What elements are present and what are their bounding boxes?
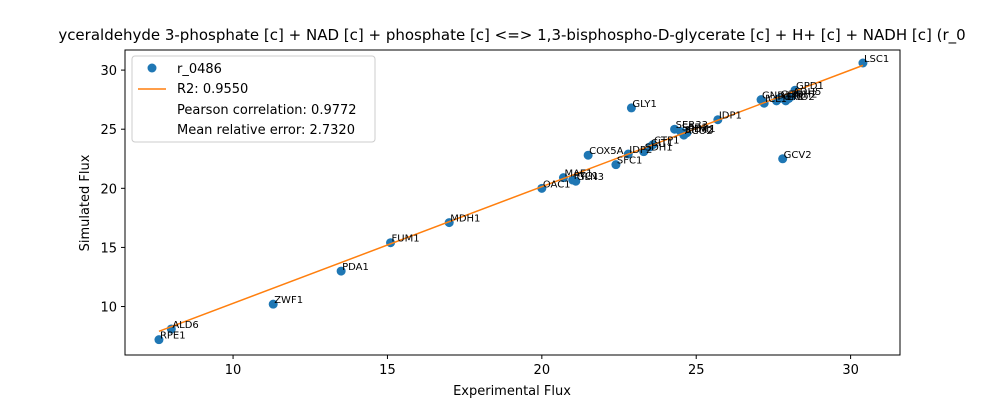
legend-pearson-text: Pearson correlation: 0.9772 [177, 103, 357, 118]
point-label: OAC1 [543, 179, 571, 190]
point-label: PGK1 [777, 92, 804, 103]
point-label: PDA1 [342, 262, 369, 273]
point-label: SHM2 [685, 125, 714, 136]
point-label: ADH5 [793, 87, 821, 98]
point-label: GLN1 [781, 89, 808, 100]
point-label: IDP2 [629, 145, 652, 156]
point-label: CTP1 [654, 136, 679, 147]
point-label: TDH2 [789, 89, 818, 100]
y-tick-label: 25 [100, 123, 117, 138]
x-tick-label: 20 [534, 363, 551, 378]
y-tick-label: 20 [100, 182, 117, 197]
point-label: PYC1 [574, 171, 599, 182]
point-label: GLY1 [632, 99, 656, 110]
point-label: ACO2 [685, 126, 713, 137]
data-point [154, 335, 164, 345]
point-label: SER33 [676, 120, 708, 131]
legend: r_0486 R2: 0.9550 Pearson correlation: 0… [131, 55, 376, 143]
x-tick-label: 30 [842, 363, 859, 378]
legend-points-marker [147, 63, 157, 73]
point-label: SER1 [682, 123, 708, 134]
data-point [583, 150, 593, 160]
point-label: GLN3 [577, 172, 604, 183]
data-point [336, 266, 346, 276]
legend-points-label: r_0486 [177, 62, 222, 77]
point-label: IDP1 [719, 111, 742, 122]
point-label: MAE1 [564, 169, 592, 180]
data-point [268, 299, 278, 309]
point-label: RPE1 [160, 331, 186, 342]
point-label: ENO2 [787, 92, 815, 103]
data-point [611, 160, 621, 170]
point-label: LSC1 [864, 54, 889, 65]
point-label: GPD1 [796, 81, 824, 92]
x-tick-label: 10 [225, 363, 242, 378]
legend-frame [131, 55, 376, 143]
x-tick-label: 25 [688, 363, 705, 378]
data-point [571, 176, 581, 186]
x-tick-label: 15 [379, 363, 396, 378]
point-label: MDH1 [450, 214, 480, 225]
data-point [778, 154, 788, 164]
point-label: ZWF1 [274, 295, 303, 306]
y-tick-label: 10 [100, 301, 117, 316]
point-label: SFC1 [617, 156, 642, 167]
x-axis: 10 15 20 25 30 [225, 355, 859, 378]
legend-fit-label: R2: 0.9550 [177, 82, 248, 97]
y-axis-label: Simulated Flux [78, 154, 93, 251]
point-label: ALD6 [172, 320, 198, 331]
chart-title: yceraldehyde 3-phosphate [c] + NAD [c] +… [58, 26, 965, 45]
legend-error-text: Mean relative error: 2.7320 [177, 123, 355, 138]
point-label: SDH1 [645, 143, 673, 154]
data-point [858, 58, 868, 68]
data-point [626, 103, 636, 113]
point-label: PDH1 [688, 124, 716, 135]
x-axis-label: Experimental Flux [453, 384, 571, 399]
y-tick-label: 15 [100, 241, 117, 256]
y-axis: 10 15 20 25 30 [100, 64, 125, 316]
fit-line [158, 64, 864, 333]
plot-frame [124, 49, 901, 356]
point-label: CIT1 [651, 138, 673, 149]
point-label: GND1 [762, 91, 791, 102]
y-tick-label: 30 [100, 64, 117, 79]
point-label: ICL1 [765, 94, 787, 105]
point-label: GCV2 [784, 150, 812, 161]
point-label: COX5A [589, 146, 623, 157]
point-label: FUM1 [392, 234, 420, 245]
